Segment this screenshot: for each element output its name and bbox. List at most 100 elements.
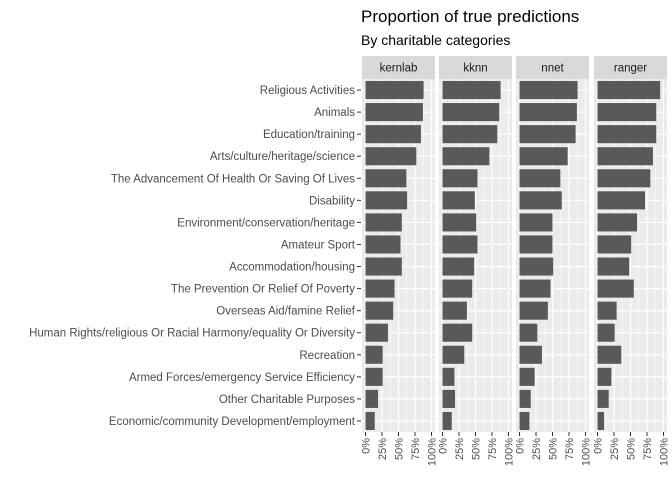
category-label: Disability xyxy=(309,195,355,207)
facet-strip-label: ranger xyxy=(614,63,647,75)
bar xyxy=(442,125,498,144)
bar xyxy=(365,367,383,386)
bar xyxy=(519,367,535,386)
x-tick-label: 0% xyxy=(593,438,605,454)
category-label: Armed Forces/emergency Service Efficienc… xyxy=(129,372,355,384)
bar xyxy=(442,213,477,232)
category-label: Amateur Sport xyxy=(281,239,356,251)
bar xyxy=(442,103,500,122)
facet-strip-label: nnet xyxy=(541,63,564,75)
bar xyxy=(597,235,632,254)
bar xyxy=(365,80,424,100)
x-tick-label: 100% xyxy=(659,438,671,466)
bar xyxy=(442,235,478,254)
bar xyxy=(519,257,554,276)
panel-ranger: ranger 0% 25% 50% 75% 100% xyxy=(593,56,671,466)
x-tick-label: 50% xyxy=(471,438,483,460)
bar xyxy=(519,169,561,188)
bar xyxy=(519,411,530,431)
bar xyxy=(365,301,394,320)
bar xyxy=(442,147,490,166)
panel-nnet: nnet 0% 25% 50% 75% 100% xyxy=(515,56,593,466)
bar xyxy=(519,235,553,254)
category-label: Education/training xyxy=(263,129,355,141)
bar xyxy=(597,367,612,386)
bar xyxy=(442,323,473,342)
panel-kernlab: kernlab 0% 25% 50% 75% 100% xyxy=(361,56,439,466)
bar xyxy=(597,279,634,298)
x-tick-label: 50% xyxy=(548,438,560,460)
bar xyxy=(365,147,417,166)
bar xyxy=(597,257,630,276)
bar xyxy=(519,279,551,298)
bar xyxy=(519,213,553,232)
category-label: The Prevention Or Relief Of Poverty xyxy=(171,284,355,296)
panel-kknn: kknn 0% 25% 50% 75% 100% xyxy=(438,56,516,466)
category-label: Arts/culture/heritage/science xyxy=(210,151,355,163)
bar xyxy=(365,345,383,364)
facet-strip xyxy=(362,56,435,79)
bar xyxy=(519,301,548,320)
bar xyxy=(442,169,478,188)
category-label: Environment/conservation/heritage xyxy=(177,217,355,229)
category-label: Accommodation/housing xyxy=(229,262,355,274)
x-tick-label: 75% xyxy=(642,438,654,460)
bar xyxy=(442,301,467,320)
x-tick-label: 50% xyxy=(626,438,638,460)
facet-strip-label: kernlab xyxy=(380,63,418,75)
bar xyxy=(597,147,653,166)
facet-strip-label: kknn xyxy=(463,63,487,75)
x-tick-label: 100% xyxy=(427,438,439,466)
bar xyxy=(365,323,388,342)
bar xyxy=(519,323,538,342)
bar xyxy=(519,345,542,364)
category-label: The Advancement Of Health Or Saving Of L… xyxy=(111,173,355,185)
x-tick-label: 0% xyxy=(361,438,373,454)
bar xyxy=(519,147,568,166)
bar xyxy=(519,103,577,122)
bar xyxy=(597,80,661,100)
x-tick-label: 100% xyxy=(504,438,516,466)
bar xyxy=(519,191,562,210)
chart-title: Proportion of true predictions xyxy=(361,7,579,26)
bar xyxy=(597,301,617,320)
x-tick-label: 25% xyxy=(531,438,543,460)
bar xyxy=(442,257,475,276)
bar xyxy=(519,80,578,100)
bar xyxy=(597,323,615,342)
facet-strip xyxy=(594,56,667,79)
bar xyxy=(365,125,421,144)
category-labels: Religious Activities Animals Education/tra… xyxy=(29,85,361,428)
x-tick-label: 25% xyxy=(377,438,389,460)
bar xyxy=(519,125,576,144)
category-label: Animals xyxy=(314,107,355,119)
x-tick-label: 100% xyxy=(581,438,593,466)
bar xyxy=(365,103,423,122)
bar xyxy=(519,389,531,408)
bar xyxy=(365,257,402,276)
facet-strip xyxy=(439,56,512,79)
bar xyxy=(365,191,408,210)
bar xyxy=(597,169,651,188)
bar xyxy=(597,389,609,408)
bar xyxy=(597,125,657,144)
x-tick-label: 25% xyxy=(609,438,621,460)
x-tick-label: 75% xyxy=(410,438,422,460)
bar xyxy=(365,235,401,254)
category-label: Other Charitable Purposes xyxy=(219,394,355,406)
bar xyxy=(442,345,465,364)
bar xyxy=(365,279,395,298)
bar xyxy=(442,279,473,298)
category-label: Recreation xyxy=(299,350,355,362)
bar xyxy=(442,191,475,210)
category-label: Overseas Aid/famine Relief xyxy=(216,306,356,318)
x-tick-label: 75% xyxy=(487,438,499,460)
bar xyxy=(365,411,375,431)
x-tick-label: 25% xyxy=(454,438,466,460)
bar xyxy=(442,80,501,100)
x-tick-label: 75% xyxy=(564,438,576,460)
x-tick-label: 50% xyxy=(394,438,406,460)
category-label: Human Rights/religious Or Racial Harmony… xyxy=(29,328,355,340)
category-label: Religious Activities xyxy=(260,85,355,97)
